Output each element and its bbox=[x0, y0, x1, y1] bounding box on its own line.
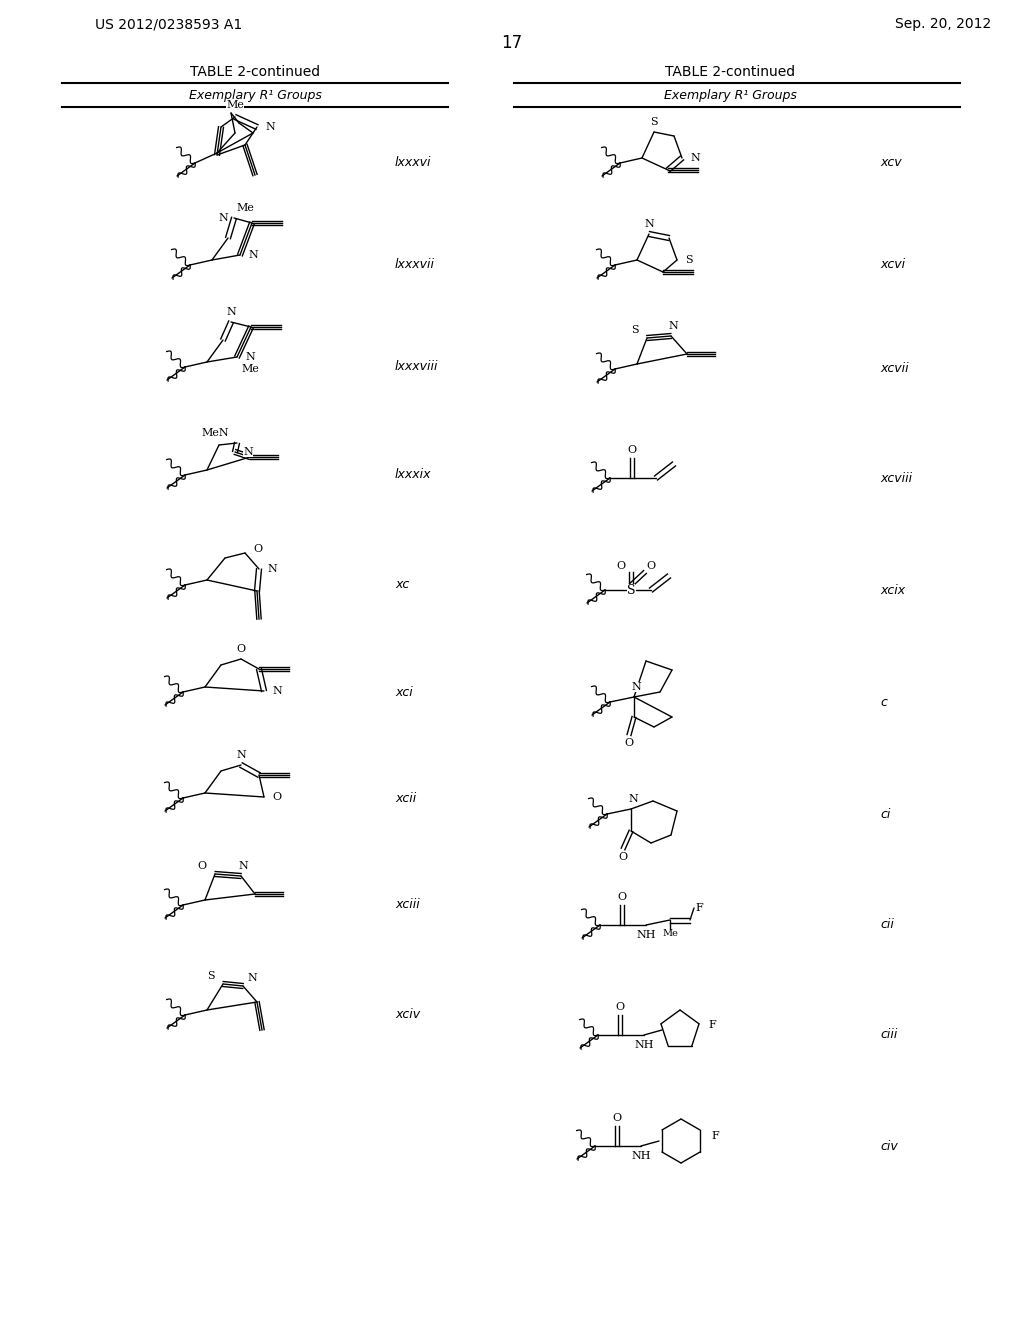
Text: MeN: MeN bbox=[202, 428, 229, 438]
Text: xcii: xcii bbox=[395, 792, 416, 804]
Text: N: N bbox=[243, 447, 253, 457]
Text: O: O bbox=[237, 644, 246, 653]
Text: F: F bbox=[708, 1020, 716, 1030]
Text: S: S bbox=[685, 255, 692, 265]
Text: O: O bbox=[198, 861, 207, 871]
Text: cii: cii bbox=[880, 919, 894, 932]
Text: S: S bbox=[650, 117, 657, 127]
Text: N: N bbox=[248, 249, 258, 260]
Text: Me: Me bbox=[241, 364, 259, 374]
Text: N: N bbox=[247, 973, 257, 983]
Text: US 2012/0238593 A1: US 2012/0238593 A1 bbox=[95, 17, 243, 30]
Text: Exemplary R¹ Groups: Exemplary R¹ Groups bbox=[188, 90, 322, 103]
Text: Me: Me bbox=[236, 203, 254, 213]
Text: NH: NH bbox=[636, 931, 655, 940]
Text: S: S bbox=[208, 972, 215, 981]
Text: NH: NH bbox=[634, 1040, 653, 1049]
Text: O: O bbox=[618, 851, 628, 862]
Text: O: O bbox=[625, 738, 634, 748]
Text: O: O bbox=[615, 1002, 625, 1012]
Text: xcv: xcv bbox=[880, 157, 901, 169]
Text: lxxxvii: lxxxvii bbox=[395, 259, 435, 272]
Text: Me: Me bbox=[226, 100, 244, 110]
Text: xci: xci bbox=[395, 685, 413, 698]
Text: xc: xc bbox=[395, 578, 410, 591]
Text: F: F bbox=[711, 1131, 719, 1140]
Text: c: c bbox=[880, 696, 887, 709]
Text: N: N bbox=[226, 308, 236, 317]
Text: NH: NH bbox=[631, 1151, 650, 1162]
Text: lxxxvi: lxxxvi bbox=[395, 157, 431, 169]
Text: N: N bbox=[267, 564, 276, 574]
Text: N: N bbox=[245, 352, 255, 362]
Text: N: N bbox=[237, 750, 246, 760]
Text: N: N bbox=[265, 121, 274, 132]
Text: F: F bbox=[695, 903, 702, 913]
Text: TABLE 2-continued: TABLE 2-continued bbox=[189, 65, 321, 79]
Text: N: N bbox=[690, 153, 699, 162]
Text: xciv: xciv bbox=[395, 1008, 420, 1022]
Text: N: N bbox=[668, 321, 678, 331]
Text: O: O bbox=[617, 892, 627, 902]
Text: O: O bbox=[272, 792, 282, 803]
Text: Exemplary R¹ Groups: Exemplary R¹ Groups bbox=[664, 90, 797, 103]
Text: 17: 17 bbox=[502, 34, 522, 51]
Text: N: N bbox=[218, 213, 228, 223]
Text: N: N bbox=[628, 795, 638, 804]
Text: ci: ci bbox=[880, 808, 891, 821]
Text: lxxxviii: lxxxviii bbox=[395, 360, 438, 374]
Text: civ: civ bbox=[880, 1139, 898, 1152]
Text: N: N bbox=[272, 686, 282, 696]
Text: N: N bbox=[644, 219, 654, 228]
Text: N: N bbox=[239, 861, 248, 871]
Text: S: S bbox=[627, 583, 635, 597]
Text: O: O bbox=[253, 544, 262, 554]
Text: xcvi: xcvi bbox=[880, 259, 905, 272]
Text: xcix: xcix bbox=[880, 583, 905, 597]
Text: ciii: ciii bbox=[880, 1028, 897, 1041]
Text: Me: Me bbox=[663, 929, 678, 939]
Text: O: O bbox=[646, 561, 655, 572]
Text: O: O bbox=[616, 561, 626, 572]
Text: O: O bbox=[628, 445, 637, 455]
Text: xcvii: xcvii bbox=[880, 363, 908, 375]
Text: TABLE 2-continued: TABLE 2-continued bbox=[665, 65, 795, 79]
Text: O: O bbox=[612, 1113, 622, 1123]
Text: lxxxix: lxxxix bbox=[395, 469, 431, 482]
Text: xcviii: xcviii bbox=[880, 471, 912, 484]
Text: N: N bbox=[631, 682, 641, 692]
Text: xciii: xciii bbox=[395, 899, 420, 912]
Text: S: S bbox=[632, 325, 639, 335]
Text: Sep. 20, 2012: Sep. 20, 2012 bbox=[895, 17, 991, 30]
